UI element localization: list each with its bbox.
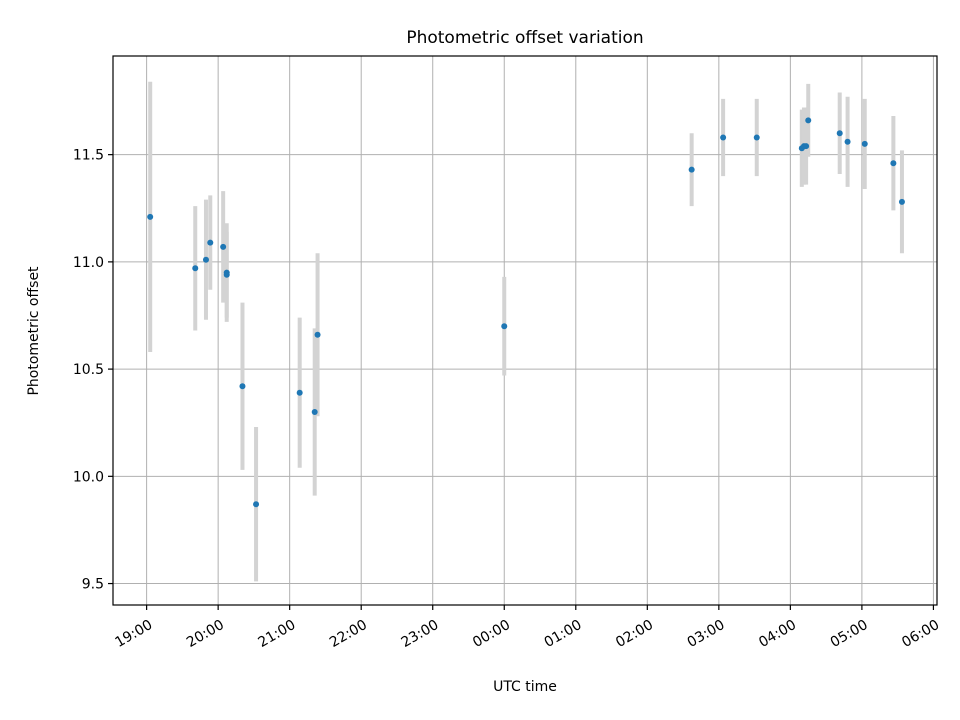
data-point	[147, 213, 154, 220]
x-tick-label: 03:00	[685, 617, 728, 651]
x-tick-label: 20:00	[184, 617, 227, 651]
data-point	[253, 501, 260, 508]
y-axis-ticks: 9.5 10.0 10.5 11.0 11.5	[73, 148, 113, 593]
x-tick-label: 06:00	[899, 617, 942, 651]
data-point	[805, 117, 812, 124]
x-tick-label: 01:00	[542, 617, 585, 651]
data-point	[220, 243, 227, 250]
data-point	[296, 389, 303, 396]
data-point	[688, 166, 695, 173]
data-point	[314, 331, 321, 338]
x-axis-ticks: 19:00 20:00 21:00 22:00 23:00 00:00 01:00 02:00…	[112, 605, 942, 651]
y-tick-label: 11.0	[73, 255, 104, 271]
data-point	[861, 140, 868, 147]
data-point	[803, 143, 810, 150]
data-points-layer	[147, 117, 905, 508]
x-tick-label: 19:00	[112, 617, 155, 651]
data-point	[720, 134, 727, 141]
data-point	[239, 383, 246, 390]
y-tick-label: 11.5	[73, 148, 104, 164]
data-point	[753, 134, 760, 141]
data-point	[890, 160, 897, 167]
data-point	[898, 198, 905, 205]
error-bars-layer	[148, 81, 904, 582]
x-tick-label: 00:00	[470, 617, 513, 651]
x-tick-label: 21:00	[256, 617, 299, 651]
x-tick-label: 23:00	[399, 617, 442, 651]
data-point	[501, 323, 508, 330]
plot-frame	[112, 55, 938, 606]
data-point	[836, 130, 843, 137]
chart-title: Photometric offset variation	[406, 28, 643, 48]
x-axis-label: UTC time	[493, 679, 557, 695]
y-tick-label: 10.0	[73, 469, 104, 485]
data-point	[202, 256, 209, 263]
data-point	[311, 408, 318, 415]
data-point	[207, 239, 214, 246]
x-tick-label: 02:00	[613, 617, 656, 651]
data-point	[844, 138, 851, 145]
x-tick-label: 22:00	[327, 617, 370, 651]
y-tick-label: 10.5	[73, 362, 104, 378]
y-axis-label: Photometric offset	[26, 266, 42, 396]
data-point	[223, 271, 230, 278]
data-point	[192, 265, 199, 272]
grid-layer	[113, 56, 937, 605]
x-tick-label: 05:00	[828, 617, 871, 651]
x-tick-label: 04:00	[756, 617, 799, 651]
y-tick-label: 9.5	[82, 577, 104, 593]
